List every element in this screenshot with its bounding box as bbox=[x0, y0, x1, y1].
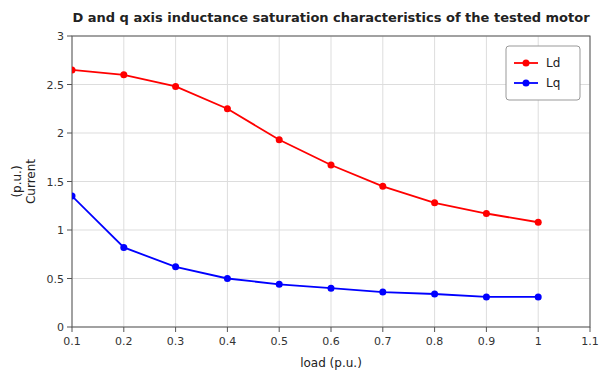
legend-marker bbox=[523, 80, 530, 87]
tick-mark bbox=[331, 327, 332, 332]
tick-label: 1.5 bbox=[47, 176, 65, 189]
grid bbox=[72, 36, 590, 327]
x-axis-label: load (p.u.) bbox=[300, 356, 362, 370]
point bbox=[328, 162, 335, 169]
tick-label: 1 bbox=[535, 335, 542, 348]
legend: Ld Lq bbox=[506, 46, 580, 100]
tick-label: 0.8 bbox=[426, 335, 444, 348]
point bbox=[483, 293, 490, 300]
tick-mark bbox=[434, 327, 435, 332]
tick-label: 0.3 bbox=[167, 335, 185, 348]
plot-area bbox=[72, 36, 590, 327]
point bbox=[172, 83, 179, 90]
tick-label: 3 bbox=[57, 30, 64, 43]
tick-label: 0.7 bbox=[374, 335, 392, 348]
point bbox=[379, 289, 386, 296]
series-group bbox=[72, 66, 542, 300]
tick-mark bbox=[590, 327, 591, 332]
title: D and q axis inductance saturation chara… bbox=[72, 10, 590, 25]
tick-label: 0.5 bbox=[270, 335, 288, 348]
grid-line bbox=[72, 230, 590, 231]
tick-label: 0.2 bbox=[115, 335, 133, 348]
legend-marker bbox=[523, 60, 530, 67]
tick-mark bbox=[538, 327, 539, 332]
tick-label: 1 bbox=[57, 224, 64, 237]
tick-label: 0.4 bbox=[219, 335, 237, 348]
point bbox=[120, 71, 127, 78]
point bbox=[224, 105, 231, 112]
tick-label: 1.1 bbox=[581, 335, 599, 348]
point bbox=[535, 293, 542, 300]
tick-label: 2.5 bbox=[47, 79, 65, 92]
tick-label: 0.6 bbox=[322, 335, 340, 348]
point bbox=[172, 263, 179, 270]
tick-label: 0.1 bbox=[63, 335, 81, 348]
y-axis-label-line: Current bbox=[24, 159, 38, 204]
tick-mark bbox=[67, 181, 72, 182]
point bbox=[276, 136, 283, 143]
y-axis-label: (p.u.)Current bbox=[10, 159, 38, 204]
tick-label: 0.9 bbox=[478, 335, 496, 348]
grid-line bbox=[72, 278, 590, 279]
tick-mark bbox=[67, 230, 72, 231]
tick-mark bbox=[227, 327, 228, 332]
tick-mark bbox=[67, 133, 72, 134]
tick-mark bbox=[123, 327, 124, 332]
tick-label: 2 bbox=[57, 127, 64, 140]
point bbox=[72, 193, 76, 200]
legend-label: Lq bbox=[546, 76, 560, 90]
y-axis-label-line: (p.u.) bbox=[10, 165, 24, 197]
tick-mark bbox=[67, 278, 72, 279]
tick-mark bbox=[175, 327, 176, 332]
tick-mark bbox=[72, 327, 73, 332]
point bbox=[535, 219, 542, 226]
chart: 0.1 0.2 0.3 0.4 0.5 0.6 0.7 0.8 0.9 1 1.1 0 0.5 1 1.5 2… bbox=[0, 0, 612, 379]
legend-box bbox=[506, 46, 580, 100]
series-line bbox=[72, 70, 538, 222]
point bbox=[379, 183, 386, 190]
point bbox=[224, 275, 231, 282]
series-line bbox=[72, 196, 538, 297]
point bbox=[483, 210, 490, 217]
plot-frame bbox=[72, 36, 590, 327]
tick-mark bbox=[67, 327, 72, 328]
tick-label: 0 bbox=[57, 321, 64, 334]
point bbox=[431, 199, 438, 206]
grid-line bbox=[72, 133, 590, 134]
tick-label: 0.5 bbox=[47, 273, 65, 286]
tick-mark bbox=[67, 36, 72, 37]
point bbox=[276, 281, 283, 288]
tick-mark bbox=[67, 84, 72, 85]
tick-mark bbox=[382, 327, 383, 332]
tick-mark bbox=[279, 327, 280, 332]
point bbox=[431, 291, 438, 298]
legend-label: Ld bbox=[546, 56, 560, 70]
point bbox=[72, 66, 76, 73]
point bbox=[328, 285, 335, 292]
point bbox=[120, 244, 127, 251]
tick-mark bbox=[486, 327, 487, 332]
grid-line bbox=[72, 181, 590, 182]
